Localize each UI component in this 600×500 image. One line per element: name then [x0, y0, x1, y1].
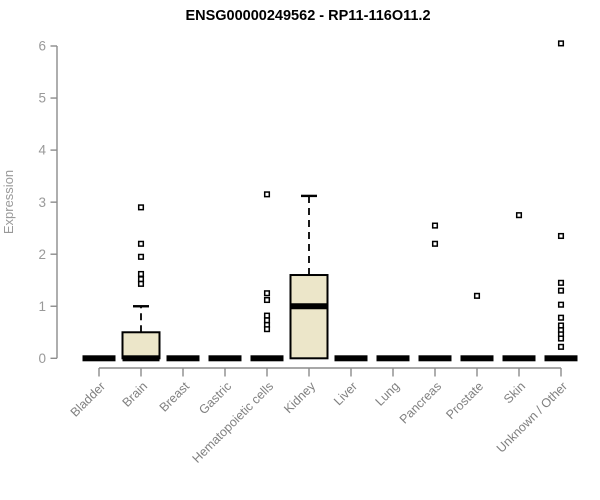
- box-group-lung: [376, 355, 410, 362]
- median-bar: [460, 355, 494, 362]
- median-bar: [166, 355, 200, 362]
- median-bar: [418, 355, 452, 362]
- median-bar: [502, 355, 536, 362]
- median-bar: [82, 355, 116, 362]
- outlier-point: [557, 301, 565, 308]
- outlier-point: [137, 270, 145, 278]
- box-group-liver: [334, 355, 368, 362]
- box-group-gastric: [208, 355, 242, 362]
- median-bar: [334, 355, 368, 362]
- x-tick-label-breast: Breast: [157, 379, 193, 415]
- outlier-point: [557, 322, 565, 329]
- y-tick-label: 5: [38, 91, 46, 106]
- outlier-point: [263, 191, 271, 198]
- x-tick-label-pancreas: Pancreas: [397, 379, 444, 426]
- outlier-point: [431, 240, 439, 247]
- y-tick-label: 2: [38, 247, 46, 262]
- x-tick-label-liver: Liver: [331, 379, 360, 408]
- y-axis-label: Expression: [1, 170, 16, 234]
- box-group-prostate: [460, 292, 494, 362]
- x-tick-label-unknown-other: Unknown / Other: [494, 379, 570, 455]
- y-tick-label: 6: [38, 39, 46, 54]
- outlier-point: [431, 222, 439, 229]
- outlier-point: [263, 317, 271, 324]
- x-tick-label-prostate: Prostate: [443, 379, 486, 422]
- y-axis: 0 1 2 3 4 5 6: [38, 39, 58, 366]
- box-group-hematopoietic-cells: [250, 191, 284, 362]
- box-group-skin: [502, 212, 536, 362]
- x-tick-label-gastric: Gastric: [196, 379, 234, 417]
- outlier-point: [263, 290, 271, 297]
- outlier-point: [263, 326, 271, 333]
- iqr-box: [121, 331, 161, 360]
- outlier-point: [137, 240, 145, 247]
- outlier-point: [557, 343, 565, 350]
- chart-title: ENSG00000249562 - RP11-116O11.2: [185, 8, 430, 24]
- median-bar: [250, 355, 284, 362]
- outlier-point: [557, 314, 565, 321]
- x-tick-label-kidney: Kidney: [281, 379, 318, 416]
- median-bar: [544, 355, 578, 362]
- outlier-point: [137, 253, 145, 260]
- outlier-point: [515, 212, 523, 219]
- outlier-point: [473, 292, 481, 299]
- box-group-unknown-other: [544, 40, 578, 362]
- box-group-breast: [166, 355, 200, 362]
- x-tick-label-lung: Lung: [373, 379, 403, 409]
- box-group-pancreas: [418, 222, 452, 362]
- iqr-box: [289, 274, 329, 360]
- median-bar: [122, 355, 160, 362]
- median-bar: [208, 355, 242, 362]
- outlier-point: [557, 335, 565, 342]
- outlier-point: [557, 279, 565, 286]
- x-tick-label-hematopoietic-cells: Hematopoietic cells: [190, 379, 277, 466]
- outlier-point: [263, 312, 271, 319]
- y-tick-label: 0: [38, 351, 46, 366]
- y-tick-label: 3: [38, 195, 46, 210]
- box-group-kidney: [289, 194, 329, 360]
- outlier-point: [557, 40, 565, 47]
- plot-area: 0 1 2 3 4 5 6 Bladder Brain Breast GastricHematopo…: [38, 39, 578, 466]
- outlier-point: [557, 287, 565, 294]
- y-tick-label: 4: [38, 143, 46, 158]
- x-tick-label-skin: Skin: [501, 379, 528, 406]
- median-bar: [376, 355, 410, 362]
- median-bar: [290, 303, 328, 310]
- box-group-bladder: [82, 355, 116, 362]
- outlier-point: [137, 280, 145, 287]
- outlier-point: [137, 276, 145, 283]
- outlier-point: [137, 204, 145, 211]
- outlier-point: [557, 232, 565, 240]
- y-tick-label: 1: [38, 299, 46, 314]
- x-tick-label-brain: Brain: [120, 379, 151, 410]
- outlier-point: [263, 296, 271, 304]
- box-group-brain: [121, 204, 161, 362]
- x-tick-label-bladder: Bladder: [68, 379, 108, 419]
